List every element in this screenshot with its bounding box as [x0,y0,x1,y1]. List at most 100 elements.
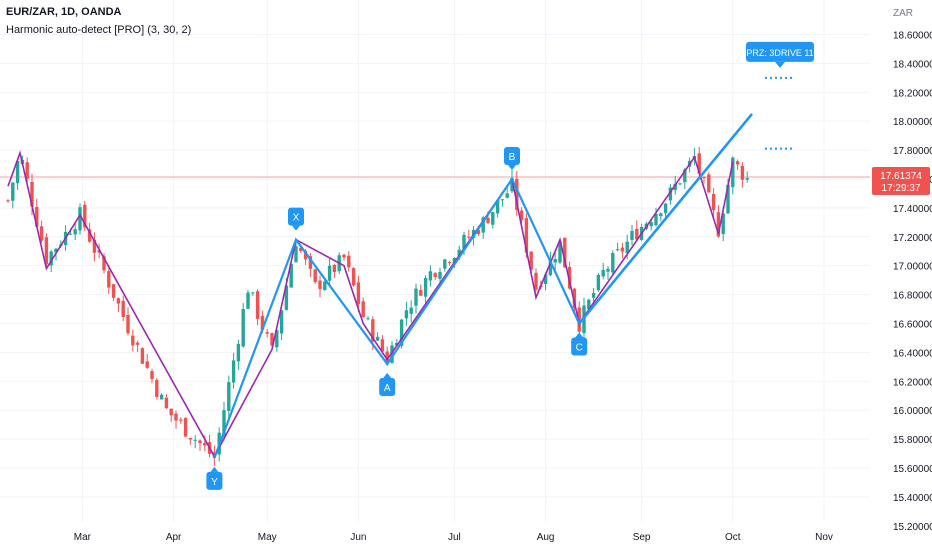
candle-body [241,308,245,347]
candle-body [131,335,135,346]
candle-body [510,178,514,192]
candle-body [73,229,77,235]
candle-body [92,239,97,253]
candle-body [423,277,428,297]
candle-body [591,293,596,298]
prz-badge-pointer [775,61,785,68]
candle-body [630,230,634,240]
candle-body [587,299,591,310]
candle-body [635,228,639,240]
candle-body [553,259,557,263]
candle-body [529,251,533,270]
candle-body [236,343,241,362]
candle-body [203,443,207,446]
candle-body [356,282,361,304]
price-axis[interactable] [870,0,932,550]
candle-body [198,440,202,444]
price-tick-label: 18.40000 [893,59,932,70]
candle-body [126,314,130,334]
month-tick-label: Oct [725,532,741,543]
candle-body [654,213,658,226]
grid [0,0,870,527]
candle-body [711,193,716,211]
month-tick-label: Jun [350,532,366,543]
candle-body [289,263,293,288]
price-tick-label: 18.00000 [893,117,932,128]
candle-body [572,288,577,308]
candle-body [409,307,413,314]
time-axis[interactable] [0,522,870,550]
candle-body [35,206,39,227]
point-badge-pointer [508,164,516,170]
point-label-y: Y [211,477,218,488]
candle-body [246,292,250,309]
candle-body [145,361,149,368]
candle-body [524,218,529,253]
projection-line [578,113,754,325]
candle-body [294,246,298,263]
candle-body [159,394,164,400]
price-tick-label: 17.00000 [893,262,932,273]
candle-body [519,210,524,221]
candle-body [150,371,154,379]
candle-body [25,162,29,179]
candle-body [179,419,183,421]
candle-body [390,345,394,363]
candle-body [683,169,687,183]
last-price-value: 17.61374 [880,171,922,182]
candle-body [49,251,53,266]
candle-body [327,265,332,281]
price-tick-label: 16.60000 [893,319,932,330]
candle-body [457,249,461,256]
time-axis-ticks: Mar Apr May Jun Jul Aug Sep Oct Nov [74,532,833,543]
candle-body [270,333,274,346]
candle-body [491,212,495,225]
candle-body [231,360,236,383]
candle-body [716,212,721,237]
candle-body [44,237,49,265]
candle-body [649,222,653,227]
candle-body [83,204,87,228]
candle-body [563,237,567,268]
candle-body [495,200,500,214]
candle-body [615,249,620,251]
candle-body [313,269,317,283]
candle-body [323,281,327,290]
point-label-b: B [509,152,516,163]
candle-body [107,271,111,288]
candle-body [702,177,706,179]
candle-body [486,217,490,224]
prz-badge [746,41,814,62]
price-axis-unit: ZAR [893,8,913,19]
candle-body [6,200,10,202]
month-tick-label: Nov [815,532,833,543]
candle-body [279,310,284,334]
candle-body [462,234,466,249]
candle-body [404,310,409,319]
candle-body [15,160,20,184]
candle-body [731,157,735,188]
candles [6,147,749,466]
candle-body [500,199,505,201]
price-tick-label: 16.20000 [893,377,932,388]
candle-body [227,382,231,411]
candle-body [735,161,740,165]
point-badge-x [288,207,304,226]
symbol-title[interactable]: EUR/ZAR, 1D, OANDA [6,6,122,18]
price-tick-label: 17.80000 [893,146,932,157]
candle-body [54,248,58,253]
candle-body [678,183,682,185]
candle-body [668,187,673,201]
candle-body [87,229,92,242]
month-tick-label: May [258,532,277,543]
candle-body [395,342,399,346]
candle-body [625,241,629,253]
point-badge-pointer [292,225,300,231]
candle-body [371,319,375,342]
candle-body [673,183,677,191]
zigzag-line [7,150,734,459]
indicator-title[interactable]: Harmonic auto-detect [PRO] (3, 30, 2) [6,24,192,36]
price-tick-label: 15.40000 [893,493,932,504]
